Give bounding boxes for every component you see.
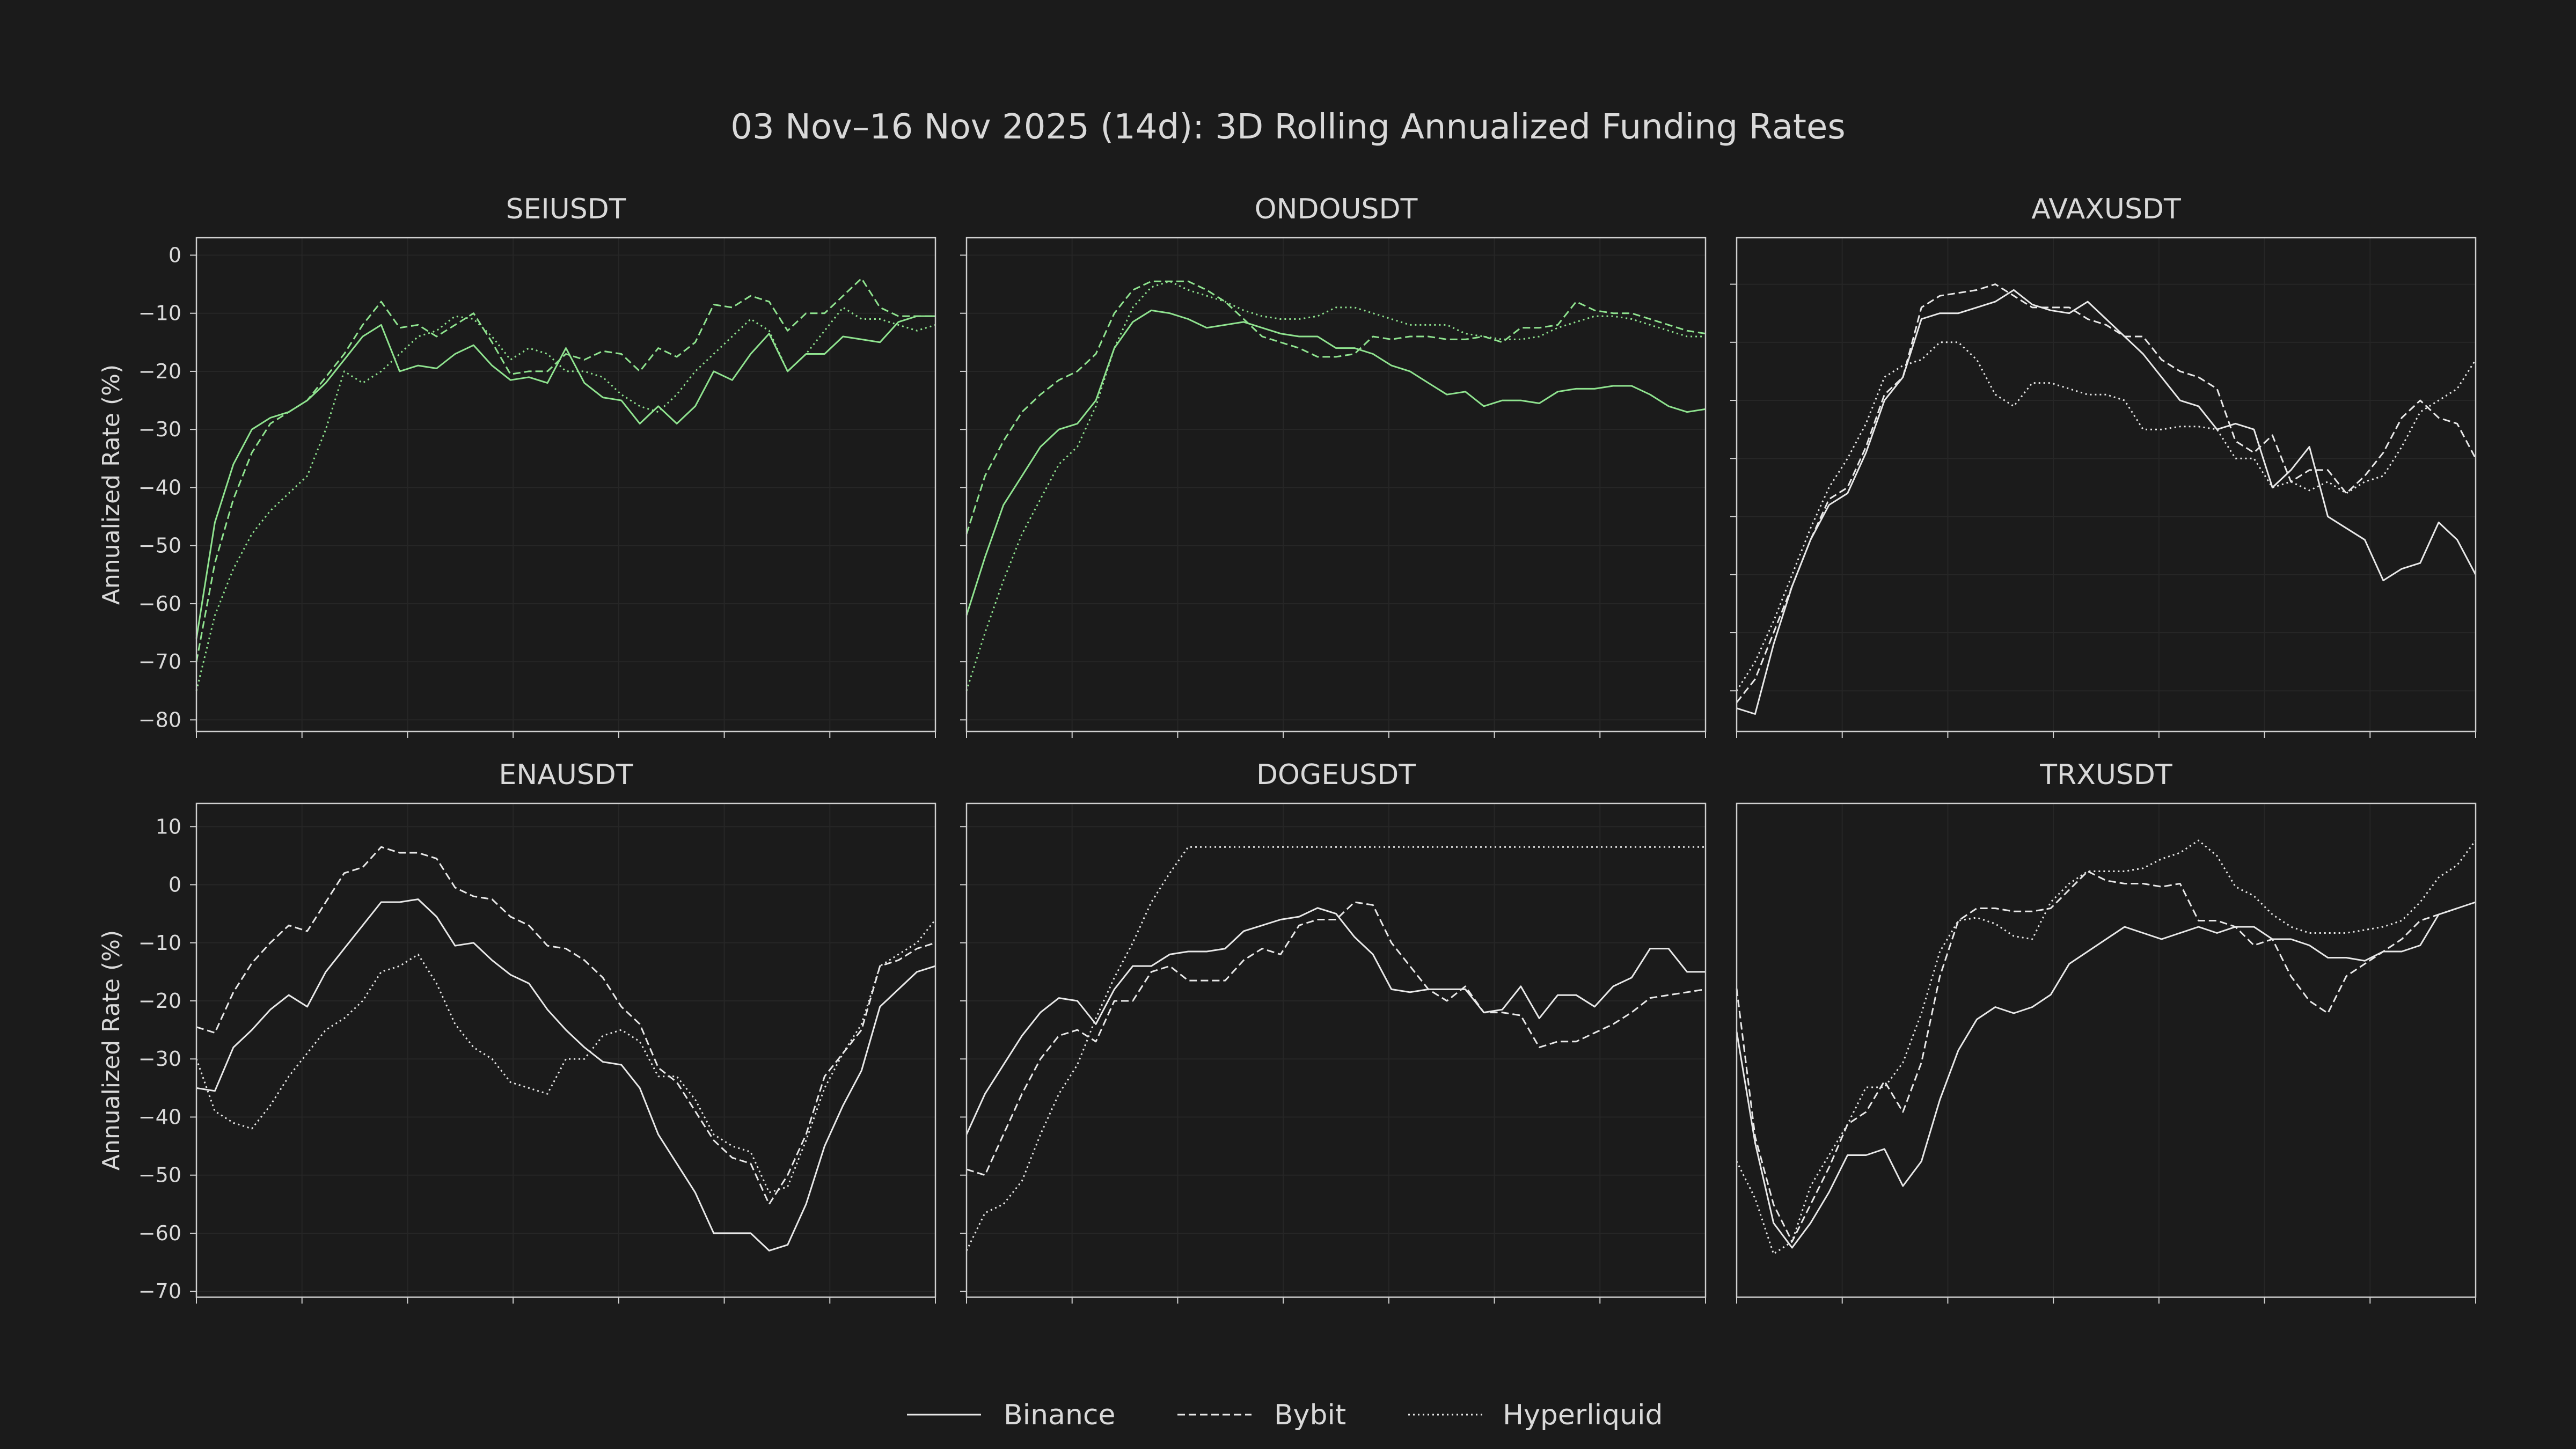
series-line-binance (1736, 289, 2477, 715)
y-axis-label: Annualized Rate (%) (98, 930, 125, 1170)
series-line-binance (1736, 901, 2476, 1249)
y-tick-label: −60 (138, 1221, 181, 1245)
panel-title: TRXUSDT (2039, 759, 2172, 791)
y-tick-label: −10 (138, 302, 181, 325)
y-tick-label: −60 (138, 592, 181, 616)
panel-dogeusdt: DOGEUSDT (960, 759, 1707, 1304)
legend-label-bybit: Bybit (1274, 1399, 1346, 1431)
panel-seiusdt: 0 −10 −20 −30 −40 −50 −60 −70 −80 SEIUSDT Annualiz… (98, 193, 936, 738)
panel-ondousdt: ONDOUSDT (960, 193, 1707, 738)
panel-title: DOGEUSDT (1256, 759, 1416, 791)
panel-title: ONDOUSDT (1255, 193, 1418, 225)
series-line-bybit (965, 280, 1706, 535)
y-tick-label: −30 (138, 418, 181, 441)
y-tick-label: −80 (138, 708, 181, 731)
y-tick-label: 0 (169, 873, 181, 897)
panel-title: AVAXUSDT (2031, 193, 2181, 225)
legend: Binance Bybit Hyperliquid (907, 1399, 1663, 1431)
panel-frame (1736, 237, 2477, 733)
y-tick-label: −50 (138, 534, 181, 558)
series-line-binance (965, 309, 1706, 616)
y-tick-label: −50 (138, 1163, 181, 1187)
panel-frame (965, 237, 1707, 733)
y-tick-label: −40 (138, 1105, 181, 1129)
series-line-bybit (195, 277, 935, 662)
panel-title: SEIUSDT (506, 193, 626, 225)
y-axis-label: Annualized Rate (%) (98, 364, 125, 605)
series-line-bybit (1736, 870, 2458, 1242)
legend-label-binance: Binance (1004, 1399, 1115, 1431)
panels: 0 −10 −20 −30 −40 −50 −60 −70 −80 SEIUSDT Annualiz… (98, 193, 2477, 1304)
series-line-binance (196, 898, 936, 1252)
series-line-binance (965, 907, 1706, 1135)
y-tick-label: −70 (138, 1279, 181, 1303)
y-tick-label: −20 (138, 360, 181, 383)
series-line-bybit (1736, 283, 2477, 703)
figure-title: 03 Nov–16 Nov 2025 (14d): 3D Rolling Ann… (730, 107, 1845, 147)
panel-frame (195, 802, 936, 1298)
series-line-hyperliquid (195, 919, 936, 1194)
panel-frame (195, 237, 936, 733)
panel-avaxusdt: AVAXUSDT (1730, 193, 2477, 738)
series-line-hyperliquid (1736, 839, 2477, 1255)
y-tick-label: 0 (169, 243, 181, 267)
panel-frame (1736, 802, 2477, 1298)
legend-label-hyperliquid: Hyperliquid (1503, 1399, 1663, 1431)
y-tick-label: −70 (138, 650, 181, 674)
series-line-hyperliquid (195, 306, 936, 691)
series-line-binance (195, 315, 935, 639)
y-tick-label: −40 (138, 475, 181, 499)
y-tick-label: −20 (138, 989, 181, 1013)
series-line-hyperliquid (965, 280, 1706, 691)
panel-enausdt: 10 0 −10 −20 −30 −40 −50 −60 −70 ENAUSDT Annualize… (98, 759, 936, 1304)
series-line-hyperliquid (965, 846, 1706, 1252)
y-tick-label: −30 (138, 1047, 181, 1071)
y-tick-label: 10 (156, 815, 181, 838)
series-line-bybit (196, 846, 936, 1205)
panel-frame (965, 802, 1707, 1298)
panel-trxusdt: TRXUSDT (1736, 759, 2477, 1304)
y-tick-label: −10 (138, 931, 181, 955)
panel-title: ENAUSDT (499, 759, 633, 791)
